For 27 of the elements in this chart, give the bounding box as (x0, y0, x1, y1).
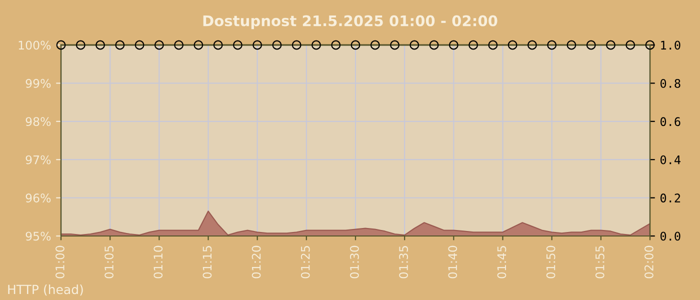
y-tick-label: 100% (18, 40, 51, 50)
x-tick-label: 01:10 (154, 246, 163, 278)
y-tick-label: 96% (26, 194, 51, 202)
chart-title: Dostupnost 21.5.2025 01:00 - 02:00 (203, 15, 498, 30)
x-tick-label: 02:00 (644, 246, 654, 278)
x-tick-label: 01:05 (104, 246, 114, 278)
x-tick-label: 01:40 (448, 246, 458, 278)
y-tick-label: 97% (26, 155, 51, 164)
y2-tick-label: 0.0 (660, 232, 680, 241)
y-tick-label: 98% (26, 117, 51, 126)
x-tick-label: 01:00 (55, 246, 64, 278)
x-tick-label: 01:25 (300, 246, 310, 278)
text: HTTP (head) (8, 284, 83, 296)
y-tick-label: 99% (26, 78, 51, 88)
y2-tick-label: 0.6 (660, 117, 680, 126)
x-tick-label: 01:50 (546, 246, 556, 278)
x-tick-label: 01:30 (350, 246, 359, 278)
x-tick-label: 01:55 (595, 246, 604, 278)
y2-tick-label: 0.2 (660, 194, 680, 202)
x-tick-label: 01:15 (202, 246, 212, 278)
y2-tick-label: 1.0 (661, 40, 680, 50)
x-tick-label: 01:35 (399, 246, 408, 278)
y2-tick-label: 0.8 (660, 78, 680, 88)
y2-tick-label: 0.4 (660, 155, 680, 164)
x-tick-label: 01:45 (497, 246, 506, 278)
x-tick-label: 01:20 (252, 246, 261, 278)
y-tick-label: 95% (26, 232, 51, 241)
